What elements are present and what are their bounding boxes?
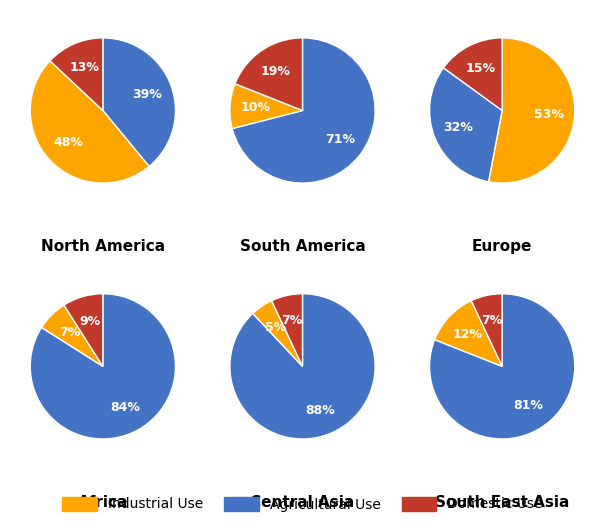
Text: 48%: 48% bbox=[53, 136, 83, 149]
Text: 53%: 53% bbox=[534, 108, 564, 122]
Wedge shape bbox=[230, 294, 375, 439]
Text: 88%: 88% bbox=[305, 403, 335, 417]
Wedge shape bbox=[471, 294, 502, 366]
Text: 32%: 32% bbox=[443, 122, 473, 134]
Wedge shape bbox=[230, 84, 302, 128]
Wedge shape bbox=[434, 301, 502, 366]
Wedge shape bbox=[42, 305, 103, 366]
Text: 71%: 71% bbox=[325, 133, 355, 146]
Text: 15%: 15% bbox=[466, 62, 495, 75]
Wedge shape bbox=[30, 294, 175, 439]
Text: 12%: 12% bbox=[453, 328, 483, 341]
Legend: Industrial Use, Agricultural Use, Domestic Use: Industrial Use, Agricultural Use, Domest… bbox=[56, 491, 549, 517]
Text: 10%: 10% bbox=[240, 101, 270, 114]
Wedge shape bbox=[103, 38, 175, 167]
Wedge shape bbox=[489, 38, 575, 183]
Title: Africa: Africa bbox=[77, 495, 128, 510]
Text: 13%: 13% bbox=[69, 61, 99, 74]
Text: 9%: 9% bbox=[79, 314, 100, 328]
Text: 7%: 7% bbox=[481, 314, 503, 327]
Text: 81%: 81% bbox=[514, 399, 544, 412]
Wedge shape bbox=[430, 294, 575, 439]
Wedge shape bbox=[30, 61, 149, 183]
Wedge shape bbox=[50, 38, 103, 111]
Text: 5%: 5% bbox=[266, 321, 287, 334]
Wedge shape bbox=[443, 38, 502, 111]
Wedge shape bbox=[430, 68, 502, 182]
Text: 19%: 19% bbox=[261, 65, 291, 78]
Wedge shape bbox=[272, 294, 302, 366]
Text: 7%: 7% bbox=[281, 314, 303, 327]
Title: South East Asia: South East Asia bbox=[435, 495, 569, 510]
Text: 39%: 39% bbox=[132, 88, 162, 101]
Text: 7%: 7% bbox=[59, 326, 80, 340]
Wedge shape bbox=[253, 301, 302, 366]
Title: Central Asia: Central Asia bbox=[250, 495, 355, 510]
Text: 84%: 84% bbox=[111, 401, 140, 414]
Wedge shape bbox=[235, 38, 302, 111]
Title: Europe: Europe bbox=[472, 239, 532, 254]
Title: North America: North America bbox=[41, 239, 165, 254]
Wedge shape bbox=[64, 294, 103, 366]
Wedge shape bbox=[232, 38, 375, 183]
Title: South America: South America bbox=[240, 239, 365, 254]
